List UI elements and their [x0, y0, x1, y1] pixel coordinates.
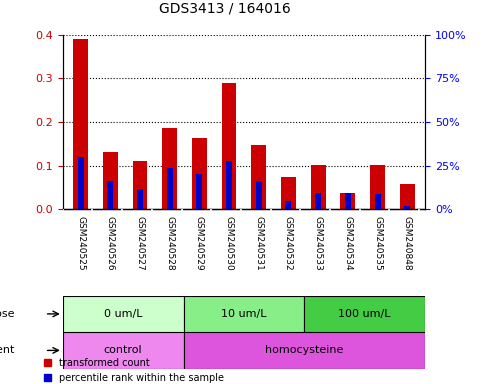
Bar — [107, 181, 114, 209]
Bar — [78, 157, 84, 209]
Text: 100 um/L: 100 um/L — [339, 309, 391, 319]
Text: GSM240528: GSM240528 — [165, 216, 174, 271]
Text: 0 um/L: 0 um/L — [104, 309, 142, 319]
Bar — [184, 296, 304, 332]
Text: GSM240848: GSM240848 — [403, 216, 412, 271]
Text: GSM240533: GSM240533 — [313, 216, 323, 271]
Bar — [345, 193, 351, 209]
Bar — [103, 152, 118, 209]
Text: GSM240526: GSM240526 — [106, 216, 115, 271]
Bar — [281, 177, 296, 209]
Bar — [197, 174, 202, 209]
Text: GSM240525: GSM240525 — [76, 216, 85, 271]
Legend: transformed count, percentile rank within the sample: transformed count, percentile rank withi… — [43, 358, 224, 383]
Bar — [311, 165, 326, 209]
Bar — [137, 189, 143, 209]
Bar — [251, 145, 266, 209]
Bar — [304, 296, 425, 332]
Bar — [63, 296, 184, 332]
Text: dose: dose — [0, 309, 14, 319]
Bar — [226, 161, 232, 209]
Text: homocysteine: homocysteine — [265, 345, 343, 356]
Bar — [132, 161, 147, 209]
Bar — [400, 184, 414, 209]
Bar — [184, 332, 425, 369]
Bar — [341, 193, 355, 209]
Bar — [63, 332, 184, 369]
Bar — [222, 83, 237, 209]
Text: GSM240529: GSM240529 — [195, 216, 204, 271]
Bar — [404, 206, 410, 209]
Bar — [73, 39, 88, 209]
Bar — [285, 200, 291, 209]
Bar — [162, 129, 177, 209]
Text: GSM240534: GSM240534 — [343, 216, 352, 271]
Text: GSM240532: GSM240532 — [284, 216, 293, 271]
Text: 10 um/L: 10 um/L — [221, 309, 267, 319]
Text: agent: agent — [0, 345, 14, 356]
Text: GSM240530: GSM240530 — [225, 216, 234, 271]
Text: control: control — [104, 345, 142, 356]
Bar — [256, 181, 262, 209]
Text: GDS3413 / 164016: GDS3413 / 164016 — [159, 2, 290, 15]
Text: GSM240531: GSM240531 — [254, 216, 263, 271]
Bar — [370, 165, 385, 209]
Bar — [167, 168, 172, 209]
Bar — [192, 138, 207, 209]
Text: GSM240527: GSM240527 — [136, 216, 144, 271]
Bar — [374, 194, 381, 209]
Text: GSM240535: GSM240535 — [373, 216, 382, 271]
Bar — [315, 193, 321, 209]
